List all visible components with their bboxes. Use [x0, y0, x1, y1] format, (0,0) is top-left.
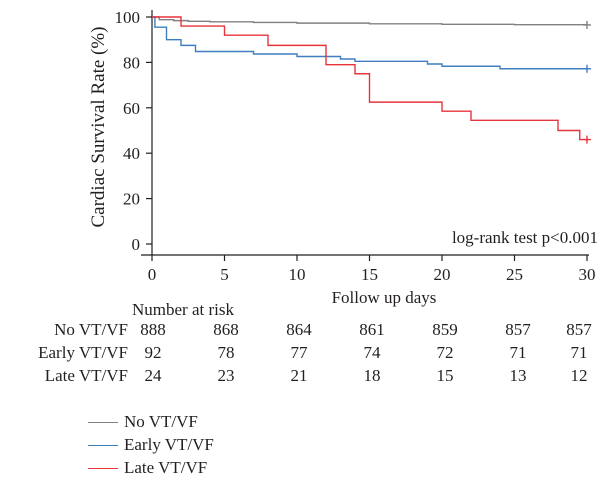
- risk-table-title: Number at risk: [132, 300, 234, 319]
- risk-cell: 857: [566, 320, 592, 339]
- chart-axes: 0 20 40 60 80 100 0 5 10 15 20 25 30: [115, 8, 596, 284]
- risk-cell: 78: [217, 343, 235, 362]
- censor-mark-early-vt-vf: [583, 64, 591, 73]
- y-tick-label: 100: [115, 8, 141, 27]
- risk-cell: 72: [436, 343, 454, 362]
- chart-series: [152, 16, 591, 144]
- censor-mark-no-vt-vf: [583, 20, 591, 29]
- risk-cell: 864: [286, 320, 312, 339]
- y-tick-label: 40: [123, 144, 140, 163]
- legend-swatch: [88, 468, 118, 469]
- legend-label: Late VT/VF: [124, 458, 208, 477]
- series-line-early-vt-vf: [152, 16, 587, 70]
- series-line-late-vt-vf: [152, 16, 587, 141]
- risk-cell: 13: [509, 366, 527, 385]
- risk-cell: 71: [509, 343, 527, 362]
- risk-cell: 77: [290, 343, 308, 362]
- risk-row-label: No VT/VF: [54, 320, 128, 339]
- risk-cell: 868: [213, 320, 239, 339]
- risk-cell: 15: [436, 366, 454, 385]
- series-line-no-vt-vf: [152, 16, 588, 26]
- risk-cell: 12: [570, 366, 588, 385]
- risk-cell: 92: [144, 343, 162, 362]
- legend-label: Early VT/VF: [124, 435, 214, 454]
- x-tick-label: 10: [289, 265, 306, 284]
- x-tick-label: 0: [148, 265, 157, 284]
- x-axis-label: Follow up days: [332, 288, 437, 307]
- y-axis-label: Cardiac Survival Rate (%): [88, 26, 109, 227]
- risk-cell: 861: [359, 320, 385, 339]
- x-tick-label: 15: [361, 265, 378, 284]
- x-tick-label: 5: [220, 265, 229, 284]
- risk-cell: 23: [217, 366, 235, 385]
- censor-mark-late-vt-vf: [583, 135, 591, 144]
- y-tick-label: 0: [132, 235, 141, 254]
- legend-swatch: [88, 445, 118, 446]
- y-tick-label: 20: [123, 190, 140, 209]
- risk-cell: 859: [432, 320, 458, 339]
- survival-chart: 0 20 40 60 80 100 0 5 10 15 20 25 30 Cardiac Surviva…: [88, 8, 598, 307]
- legend-label: No VT/VF: [124, 412, 198, 431]
- risk-row-label: Late VT/VF: [44, 366, 128, 385]
- x-tick-label: 30: [579, 265, 596, 284]
- y-tick-label: 60: [123, 99, 140, 118]
- risk-row-label: Early VT/VF: [38, 343, 128, 362]
- risk-cell: 888: [140, 320, 166, 339]
- risk-cell: 857: [505, 320, 531, 339]
- risk-cell: 24: [144, 366, 162, 385]
- x-tick-label: 25: [506, 265, 523, 284]
- risk-cell: 74: [363, 343, 381, 362]
- y-tick-label: 80: [123, 53, 140, 72]
- log-rank-annotation: log-rank test p<0.001: [452, 228, 598, 247]
- risk-cell: 21: [290, 366, 308, 385]
- risk-cell: 71: [570, 343, 588, 362]
- x-tick-label: 20: [434, 265, 451, 284]
- risk-cell: 18: [363, 366, 381, 385]
- legend-swatch: [88, 422, 118, 423]
